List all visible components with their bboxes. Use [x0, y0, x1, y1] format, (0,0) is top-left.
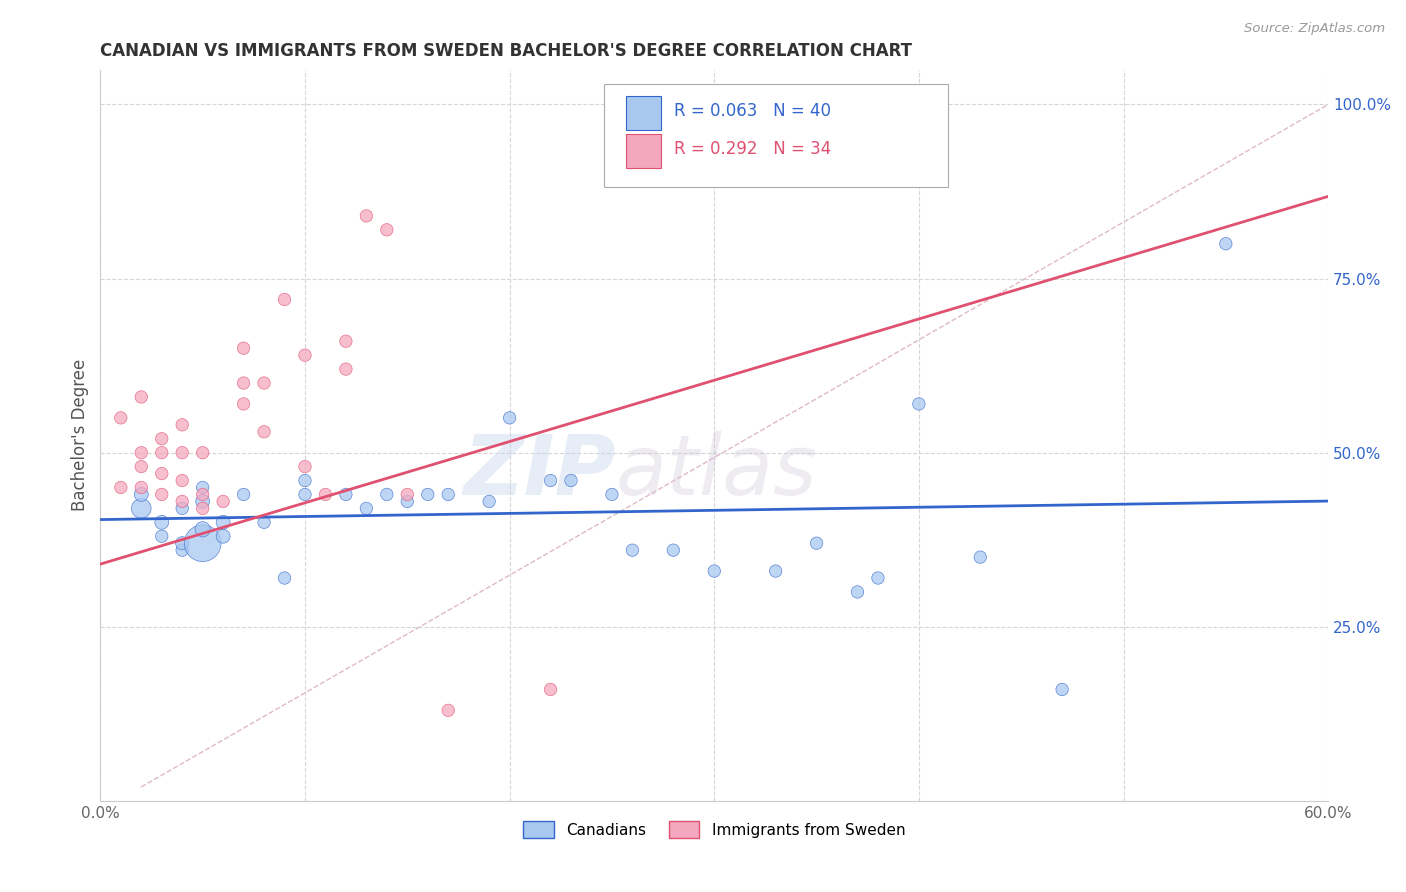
Point	[416, 487, 439, 501]
Point	[129, 459, 152, 474]
Text: CANADIAN VS IMMIGRANTS FROM SWEDEN BACHELOR'S DEGREE CORRELATION CHART: CANADIAN VS IMMIGRANTS FROM SWEDEN BACHE…	[100, 42, 912, 60]
Text: Source: ZipAtlas.com: Source: ZipAtlas.com	[1244, 22, 1385, 36]
Point	[212, 529, 235, 543]
Point	[273, 293, 295, 307]
Point	[273, 571, 295, 585]
Point	[191, 536, 214, 550]
FancyBboxPatch shape	[626, 134, 661, 168]
Point	[129, 390, 152, 404]
Point	[437, 487, 460, 501]
Text: ZIP: ZIP	[464, 432, 616, 512]
Point	[232, 487, 254, 501]
Text: R = 0.292   N = 34: R = 0.292 N = 34	[673, 140, 831, 159]
Point	[232, 397, 254, 411]
Text: R = 0.063   N = 40: R = 0.063 N = 40	[673, 103, 831, 120]
Point	[600, 487, 623, 501]
Point	[621, 543, 644, 558]
Point	[150, 432, 173, 446]
Point	[335, 362, 357, 376]
Point	[396, 487, 419, 501]
Point	[253, 425, 276, 439]
Point	[172, 445, 194, 459]
Point	[129, 445, 152, 459]
Legend: Canadians, Immigrants from Sweden: Canadians, Immigrants from Sweden	[517, 814, 911, 845]
Point	[662, 543, 685, 558]
Point	[172, 417, 194, 432]
Point	[335, 487, 357, 501]
Text: atlas: atlas	[616, 432, 818, 512]
Point	[253, 516, 276, 530]
Point	[356, 501, 378, 516]
Point	[253, 376, 276, 390]
Point	[232, 376, 254, 390]
Point	[172, 501, 194, 516]
Point	[498, 410, 520, 425]
Point	[437, 703, 460, 717]
Point	[1050, 682, 1073, 697]
Point	[1215, 236, 1237, 251]
Point	[356, 209, 378, 223]
Point	[150, 529, 173, 543]
Y-axis label: Bachelor's Degree: Bachelor's Degree	[72, 359, 89, 511]
Point	[191, 487, 214, 501]
Point	[846, 585, 869, 599]
Point	[294, 459, 316, 474]
Point	[375, 223, 398, 237]
FancyBboxPatch shape	[603, 84, 948, 186]
Point	[908, 397, 931, 411]
Point	[172, 536, 194, 550]
Point	[375, 487, 398, 501]
Point	[172, 494, 194, 508]
Point	[294, 348, 316, 362]
Point	[191, 481, 214, 495]
Point	[540, 474, 562, 488]
Point	[396, 494, 419, 508]
Point	[191, 501, 214, 516]
Point	[212, 516, 235, 530]
Point	[150, 467, 173, 481]
FancyBboxPatch shape	[626, 96, 661, 129]
Point	[150, 487, 173, 501]
Point	[765, 564, 787, 578]
Point	[540, 682, 562, 697]
Point	[314, 487, 336, 501]
Point	[110, 410, 132, 425]
Point	[150, 516, 173, 530]
Point	[232, 341, 254, 355]
Point	[806, 536, 828, 550]
Point	[172, 543, 194, 558]
Point	[191, 494, 214, 508]
Point	[560, 474, 582, 488]
Point	[294, 474, 316, 488]
Point	[129, 487, 152, 501]
Point	[335, 334, 357, 349]
Point	[150, 445, 173, 459]
Point	[110, 481, 132, 495]
Point	[191, 445, 214, 459]
Point	[703, 564, 725, 578]
Point	[191, 522, 214, 536]
Point	[969, 550, 991, 565]
Point	[294, 487, 316, 501]
Point	[129, 501, 152, 516]
Point	[172, 474, 194, 488]
Point	[866, 571, 889, 585]
Point	[129, 481, 152, 495]
Point	[478, 494, 501, 508]
Point	[212, 494, 235, 508]
